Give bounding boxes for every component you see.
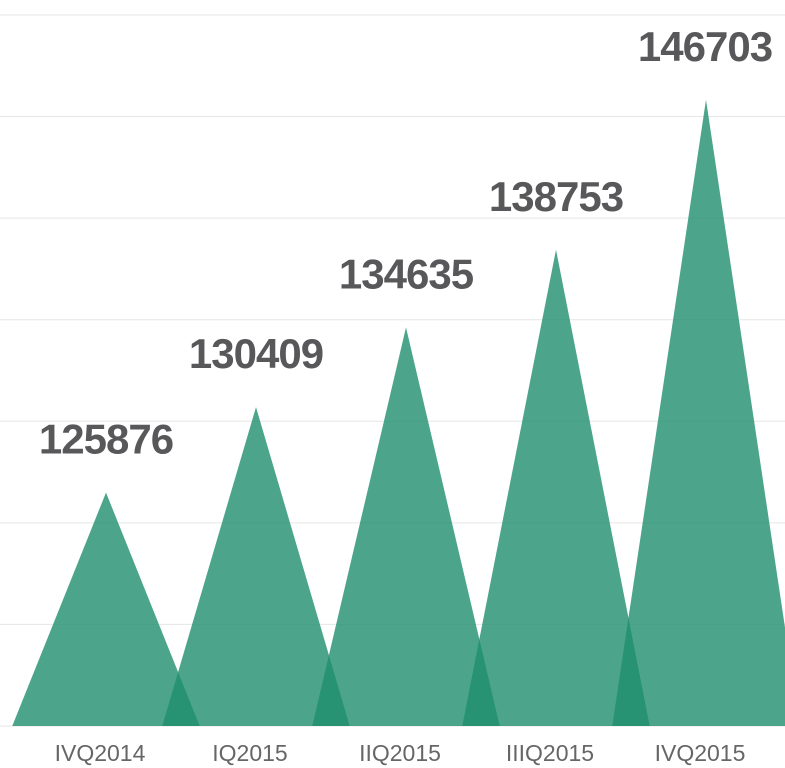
x-tick-label: IVQ2014 [55,740,146,766]
triangle [312,327,500,726]
value-label: 134635 [339,250,474,297]
value-label: 138753 [489,173,623,220]
x-tick-label: IQ2015 [212,740,287,766]
value-label: 146703 [638,23,772,70]
triangle [612,99,785,726]
triangle [162,407,350,726]
x-tick-label: IVQ2015 [655,740,746,766]
value-label: 130409 [189,330,323,377]
x-tick-label: IIQ2015 [359,740,441,766]
triangle [462,249,650,726]
value-label: 125876 [39,416,173,463]
triangle [12,492,200,726]
x-tick-label: IIIQ2015 [506,740,594,766]
